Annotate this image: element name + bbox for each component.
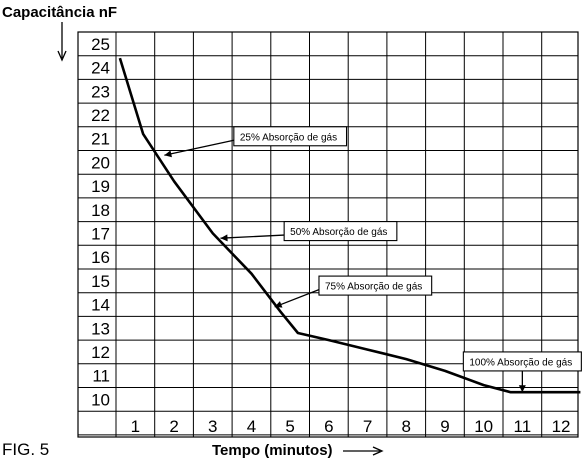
x-tick-label: 10 (474, 417, 493, 436)
x-tick-label: 12 (552, 417, 571, 436)
x-tick-label: 2 (169, 417, 178, 436)
arrow-head-icon (164, 150, 172, 158)
x-tick-label: 5 (285, 417, 294, 436)
y-tick-label: 15 (91, 272, 110, 291)
y-tick-label: 10 (91, 390, 110, 409)
y-tick-label: 13 (91, 319, 110, 338)
annotation-label: 50% Absorção de gás (290, 227, 387, 238)
annotation-box (318, 275, 433, 296)
y-axis-arrow-icon (57, 22, 67, 62)
y-tick-labels: 10 11 12 13 14 15 16 17 18 19 20 21 22 23 24 25 (91, 35, 110, 410)
annotation-arrow (274, 288, 320, 308)
y-tick-label: 14 (91, 296, 110, 315)
x-tick-label: 6 (324, 417, 333, 436)
y-tick-label: 24 (91, 59, 110, 78)
x-tick-label: 8 (402, 417, 411, 436)
annotation-box (462, 351, 582, 372)
y-tick-label: 21 (91, 130, 110, 149)
y-tick-label: 18 (91, 201, 110, 220)
x-tick-label: 4 (247, 417, 256, 436)
capacitance-curve (118, 57, 581, 394)
x-tick-label: 1 (131, 417, 140, 436)
annotation: 50% Absorção de gás (220, 221, 398, 242)
x-tick-label: 9 (440, 417, 449, 436)
annotation-box (283, 221, 398, 242)
y-axis-title: Capacitância nF (2, 4, 117, 21)
arrow-head-icon (220, 234, 228, 242)
arrow-head-icon (518, 385, 526, 393)
x-tick-labels: 1 2 3 4 5 6 7 8 9 10 11 12 (131, 417, 571, 436)
x-tick-label: 11 (514, 417, 532, 436)
x-axis-arrow-icon (343, 446, 384, 456)
y-tick-label: 25 (91, 35, 110, 54)
y-tick-label: 12 (91, 343, 110, 362)
y-tick-label: 16 (91, 248, 110, 267)
y-tick-label: 20 (91, 153, 110, 172)
annotation-label: 25% Absorção de gás (240, 132, 337, 143)
x-axis-title: Tempo (minutos) (212, 442, 333, 459)
y-tick-label: 19 (91, 177, 110, 196)
plot-frame (77, 31, 579, 438)
annotation-arrow (164, 139, 234, 156)
arrow-head-icon (274, 301, 283, 308)
annotation: 25% Absorção de gás (164, 126, 348, 158)
annotation-box (233, 126, 348, 147)
annotation: 100% Absorção de gás (462, 351, 582, 393)
y-tick-label: 23 (91, 82, 110, 101)
annotations: 25% Absorção de gás 50% Absorção de gás 75… (164, 126, 582, 393)
annotation-arrow (220, 234, 285, 239)
y-tick-label: 11 (92, 367, 110, 386)
annotation: 75% Absorção de gás (274, 275, 433, 308)
y-tick-label: 22 (91, 106, 110, 125)
x-tick-label: 7 (363, 417, 372, 436)
x-tick-label: 3 (208, 417, 217, 436)
annotation-label: 75% Absorção de gás (325, 282, 422, 293)
figure-label: FIG. 5 (2, 440, 49, 459)
annotation-label: 100% Absorção de gás (469, 357, 572, 368)
y-tick-label: 17 (91, 224, 110, 243)
